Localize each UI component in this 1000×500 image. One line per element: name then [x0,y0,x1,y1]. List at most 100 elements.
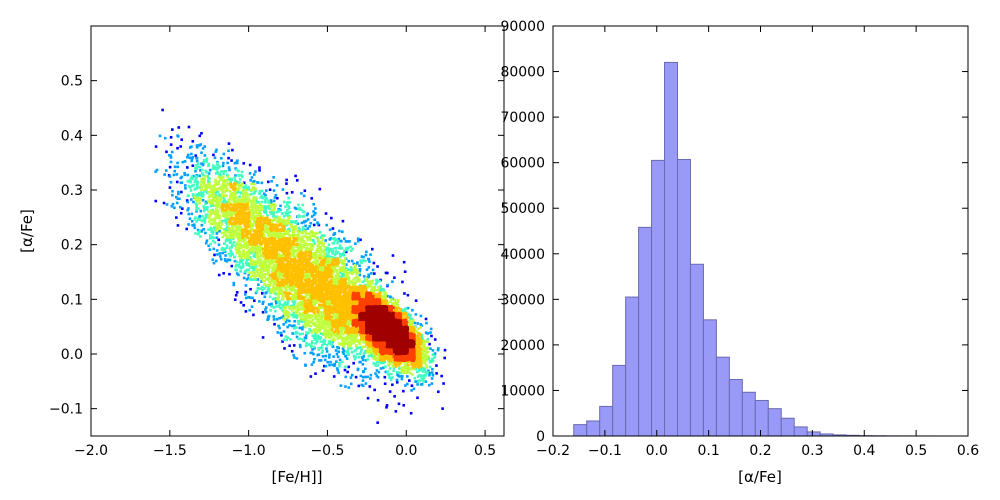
scatter-point [310,264,313,267]
scatter-point [332,304,336,307]
scatter-point [292,231,295,235]
scatter-point [306,227,310,230]
scatter-point [346,248,349,252]
scatter-point [304,251,308,255]
scatter-point [297,255,300,258]
scatter-point [260,280,263,283]
scatter-point [314,317,318,321]
scatter-point [313,252,316,255]
scatter-point [263,230,267,233]
scatter-point [218,215,221,218]
scatter-point [312,210,315,213]
scatter-point [253,276,257,280]
scatter-point [413,321,417,325]
scatter-point [205,239,209,243]
scatter-point [307,319,310,323]
scatter-point [278,242,282,246]
scatter-point [177,126,181,129]
scatter-point [270,212,273,215]
scatter-point [286,316,289,320]
scatter-point [208,215,211,218]
scatter-point [305,341,308,345]
scatter-point [300,208,303,212]
scatter-point [290,289,294,292]
scatter-point [374,372,377,375]
scatter-point [220,170,223,173]
scatter-point [223,190,227,194]
scatter-point [396,300,400,304]
scatter-point [379,356,382,359]
scatter-point [219,187,222,191]
scatter-point [242,203,245,206]
scatter-point [393,303,397,306]
scatter-point [320,351,324,355]
scatter-point [250,247,254,251]
scatter-point [311,264,315,267]
scatter-point [199,209,203,213]
scatter-point [278,301,281,305]
scatter-point [207,244,211,248]
scatter-point [395,381,399,384]
scatter-point [429,331,432,334]
scatter-point [230,253,233,256]
scatter-point [356,347,360,350]
scatter-point [345,320,348,323]
scatter-point [274,274,277,277]
scatter-point [283,230,287,233]
scatter-point [257,213,261,217]
scatter-point [206,179,210,183]
scatter-point [226,173,229,177]
scatter-point [297,231,300,235]
scatter-point [264,256,268,260]
scatter-point [318,263,322,267]
scatter-point [169,143,173,146]
scatter-point [334,318,338,322]
scatter-point [186,180,190,183]
scatter-point [230,225,234,228]
scatter-point [291,309,294,312]
scatter-point [211,164,215,167]
scatter-point [356,262,359,265]
scatter-point [316,293,319,297]
scatter-point [273,322,276,326]
scatter-point [346,370,349,374]
scatter-point [292,327,296,330]
scatter-point [342,339,346,342]
scatter-point [339,271,342,274]
scatter-point [304,232,308,236]
scatter-point [352,354,356,358]
scatter-point [347,336,351,340]
scatter-point [333,253,337,256]
scatter-point [212,221,215,225]
scatter-point [251,296,254,300]
scatter-point [344,375,348,379]
scatter-point [227,252,231,256]
scatter-point [336,239,340,243]
scatter-point [214,192,218,195]
scatter-point [278,289,281,293]
scatter-point [249,259,253,263]
scatter-point [290,259,293,263]
scatter-point [194,175,198,178]
scatter-point [305,243,308,247]
scatter-point [289,304,293,308]
scatter-point [428,342,431,346]
scatter-point [409,313,412,317]
scatter-point [263,254,267,258]
scatter-point [277,324,280,328]
scatter-point [323,342,326,345]
scatter-point [285,178,288,182]
scatter-point [281,267,284,271]
scatter-point [319,326,322,330]
scatter-point [336,275,339,278]
scatter-point [267,204,270,208]
scatter-point [430,377,434,380]
scatter-point [234,191,237,194]
scatter-point [227,230,230,234]
scatter-point [239,173,243,177]
scatter-point [311,244,315,248]
scatter-point [400,370,404,373]
scatter-point [195,159,199,163]
scatter-point [328,267,332,271]
scatter-point [330,216,333,220]
